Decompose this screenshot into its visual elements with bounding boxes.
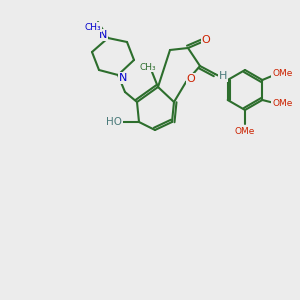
Text: O: O bbox=[187, 74, 195, 84]
Text: O: O bbox=[202, 35, 210, 45]
Text: OMe: OMe bbox=[235, 127, 255, 136]
Text: HO: HO bbox=[106, 117, 122, 127]
Text: H: H bbox=[219, 71, 227, 81]
Text: CH₃: CH₃ bbox=[140, 62, 156, 71]
Text: N: N bbox=[99, 30, 107, 40]
Text: N: N bbox=[119, 73, 127, 83]
Text: CH₃: CH₃ bbox=[85, 22, 101, 32]
Text: OMe: OMe bbox=[272, 68, 292, 77]
Text: OMe: OMe bbox=[272, 98, 292, 107]
